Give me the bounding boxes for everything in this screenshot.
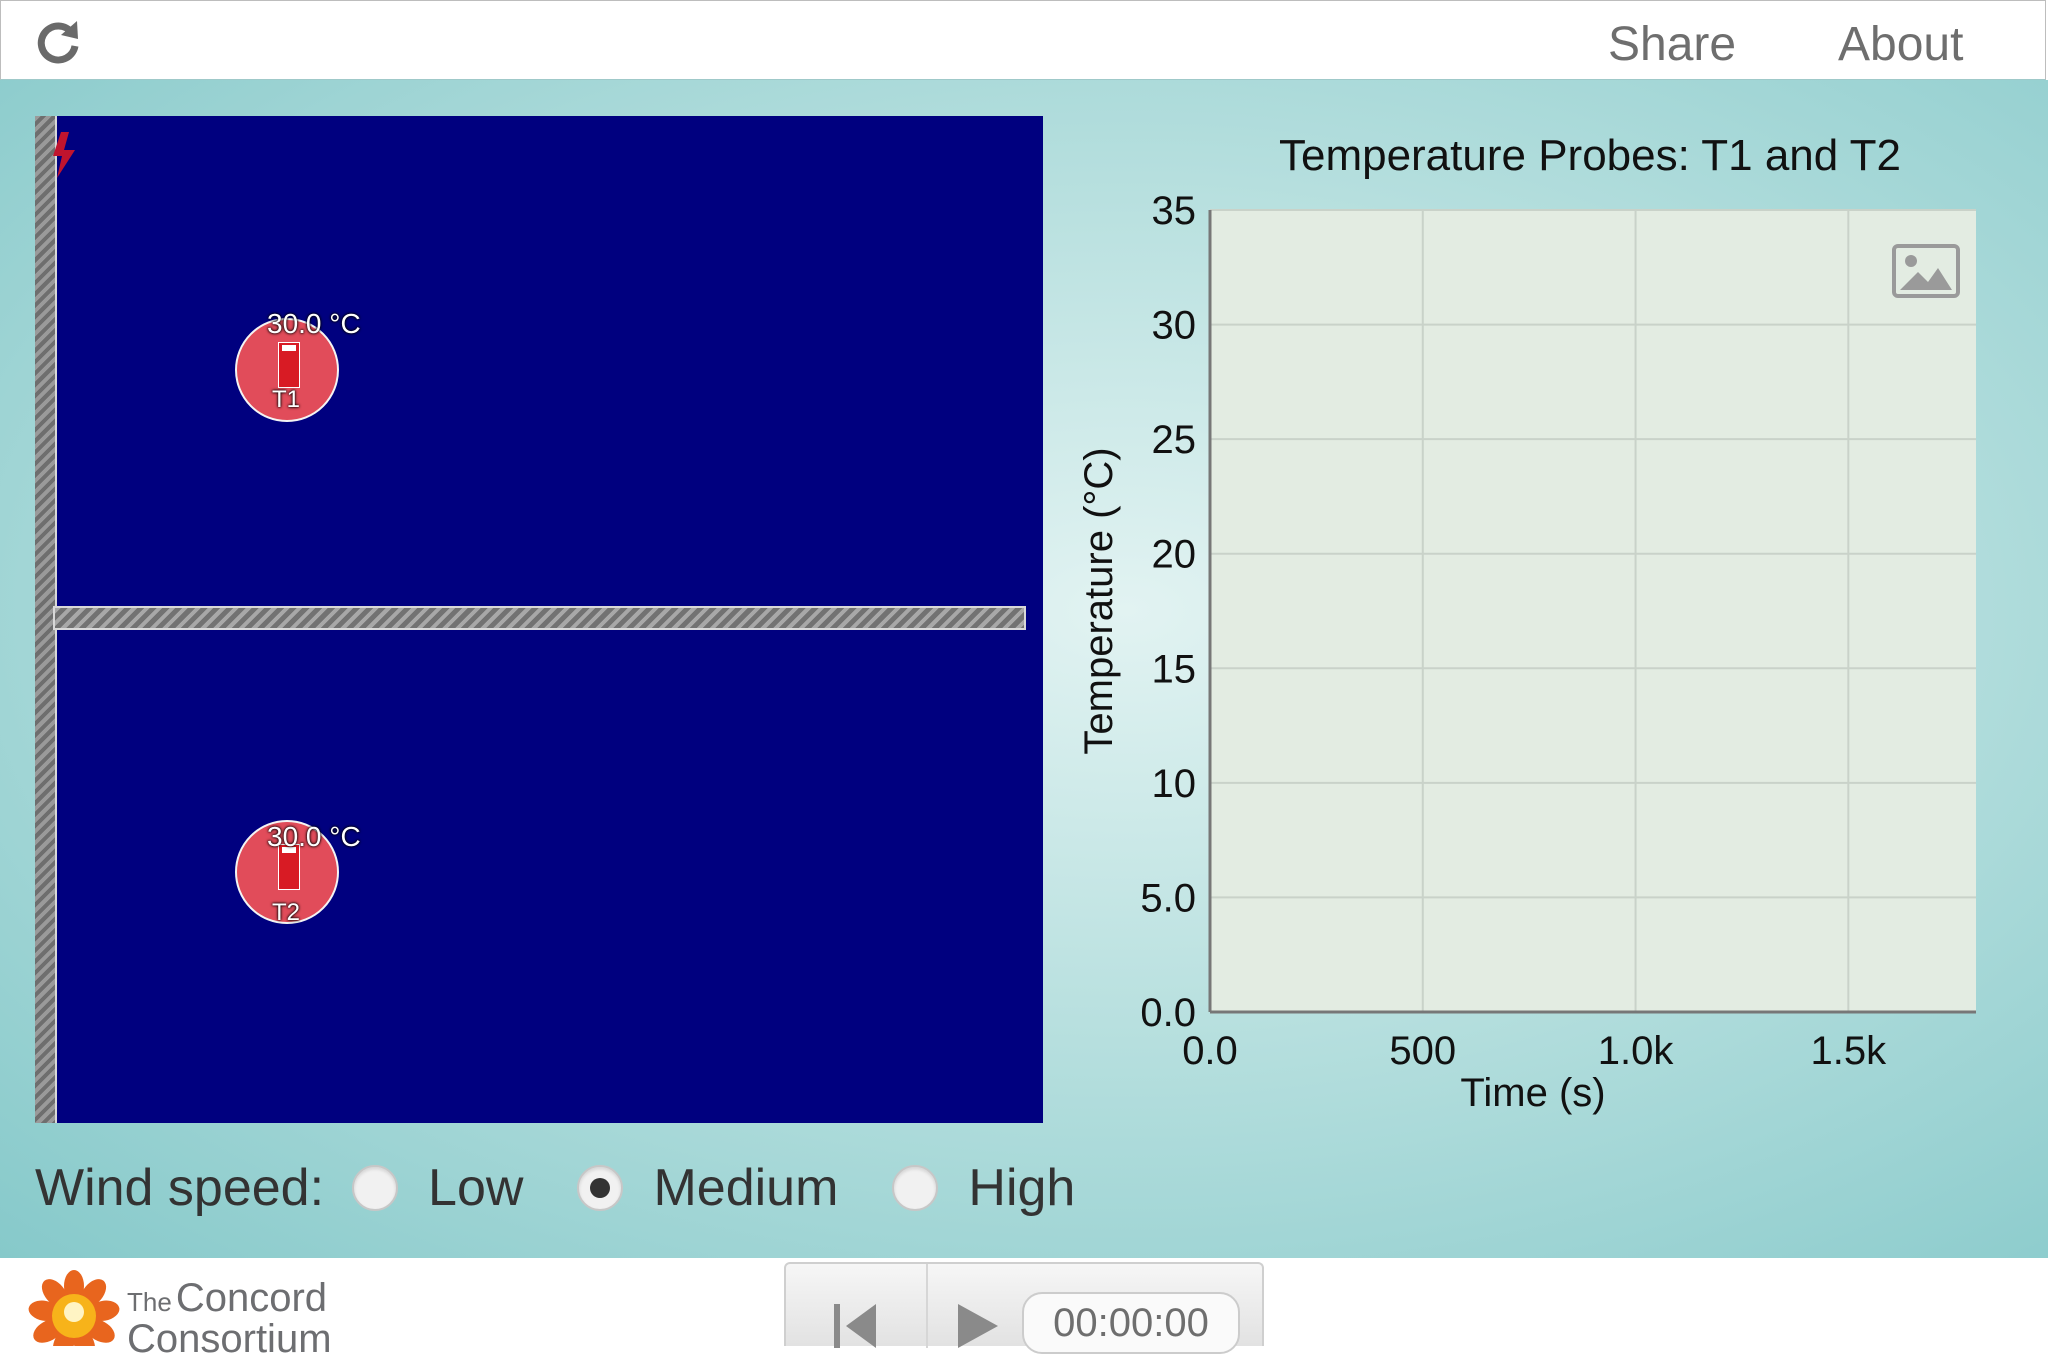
wind-option-medium-label: Medium bbox=[653, 1159, 839, 1217]
simulation-view[interactable]: 30.0 °C T1 30.0 °C T2 bbox=[35, 116, 1043, 1123]
divider-wall[interactable] bbox=[53, 606, 1026, 630]
share-link[interactable]: Share bbox=[1608, 18, 1737, 71]
wind-option-high[interactable]: High bbox=[892, 1158, 1075, 1218]
x-tick-label: 0.0 bbox=[1182, 1029, 1238, 1073]
y-tick-label: 5.0 bbox=[1140, 876, 1196, 920]
x-tick-label: 1.5k bbox=[1811, 1029, 1888, 1073]
x-axis-label: Time (s) bbox=[1460, 1071, 1605, 1115]
probe-t1-label: T1 bbox=[272, 386, 301, 413]
y-tick-label: 25 bbox=[1152, 418, 1197, 462]
wind-option-low[interactable]: Low bbox=[352, 1158, 523, 1218]
temperature-chart: Temperature Probes: T1 and T2 0.0 5.0 10 15… bbox=[1077, 131, 1976, 1115]
wind-speed-label: Wind speed: bbox=[35, 1159, 325, 1217]
image-export-icon[interactable] bbox=[1892, 244, 1960, 298]
heater-icon bbox=[53, 132, 75, 178]
radio-medium[interactable] bbox=[577, 1165, 624, 1211]
control-separator bbox=[926, 1264, 928, 1348]
radio-low[interactable] bbox=[352, 1165, 399, 1211]
concord-logo-icon bbox=[28, 1270, 120, 1346]
probe-t2[interactable] bbox=[235, 820, 339, 924]
probe-t1-reading: 30.0 °C bbox=[267, 308, 361, 339]
thermometer-icon bbox=[278, 342, 300, 388]
y-tick-label: 20 bbox=[1152, 533, 1197, 577]
wind-speed-group: Wind speed: Low Medium High bbox=[35, 1158, 1075, 1218]
time-display: 00:00:00 bbox=[1022, 1292, 1240, 1354]
thermometer-icon bbox=[278, 844, 300, 890]
y-tick-label: 0.0 bbox=[1140, 991, 1196, 1035]
wind-option-low-label: Low bbox=[428, 1159, 524, 1217]
top-bar: Share About bbox=[0, 0, 2046, 80]
play-icon[interactable] bbox=[950, 1264, 1010, 1348]
wind-option-high-label: High bbox=[968, 1159, 1076, 1217]
concord-logo-text: The Concord Consortium bbox=[127, 1276, 332, 1361]
probe-t1[interactable] bbox=[235, 318, 339, 422]
playback-controls: 00:00:00 bbox=[784, 1262, 1264, 1354]
x-tick-label: 500 bbox=[1389, 1029, 1456, 1073]
wind-option-medium[interactable]: Medium bbox=[577, 1158, 838, 1218]
y-tick-label: 35 bbox=[1152, 189, 1197, 233]
y-tick-label: 10 bbox=[1152, 762, 1197, 806]
reload-icon[interactable] bbox=[35, 19, 81, 65]
y-tick-label: 15 bbox=[1152, 647, 1197, 691]
x-tick-label: 1.0k bbox=[1598, 1029, 1675, 1073]
probe-t2-reading: 30.0 °C bbox=[267, 821, 361, 852]
y-tick-label: 30 bbox=[1152, 304, 1197, 348]
about-link[interactable]: About bbox=[1838, 18, 1964, 71]
radio-high[interactable] bbox=[892, 1165, 939, 1211]
y-axis-label: Temperature (°C) bbox=[1077, 447, 1121, 754]
probe-t2-label: T2 bbox=[272, 899, 301, 926]
chart-title: Temperature Probes: T1 and T2 bbox=[1279, 131, 1901, 180]
reset-icon[interactable] bbox=[820, 1264, 880, 1348]
plot-area[interactable] bbox=[1210, 210, 1976, 1012]
